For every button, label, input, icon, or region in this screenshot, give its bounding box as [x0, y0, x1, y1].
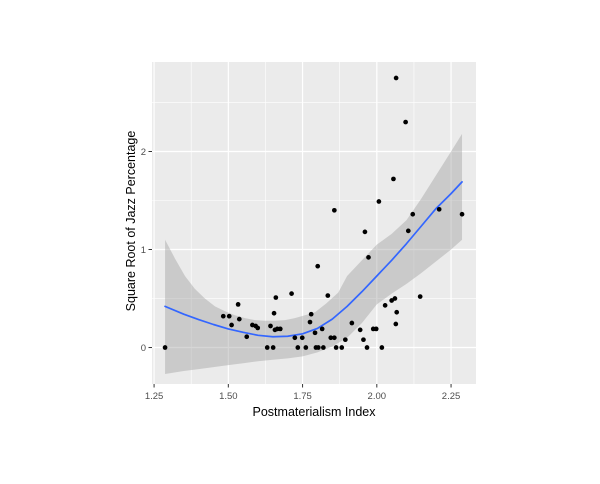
data-point — [362, 229, 368, 235]
data-point — [373, 326, 379, 332]
data-point — [379, 345, 385, 350]
data-point — [382, 303, 388, 308]
data-point — [319, 326, 325, 332]
x-tick-label: 1.75 — [293, 391, 312, 402]
data-point — [303, 345, 309, 350]
data-point — [244, 334, 250, 340]
data-point — [394, 309, 400, 315]
data-point — [417, 294, 423, 299]
data-point — [349, 320, 355, 326]
data-point — [295, 345, 301, 350]
smooth-line — [164, 181, 463, 338]
data-point — [235, 302, 241, 307]
data-point — [459, 211, 465, 217]
data-point — [268, 323, 273, 329]
x-axis-title: Postmaterialism Index — [252, 405, 376, 419]
data-point — [403, 119, 408, 125]
data-point — [299, 335, 305, 341]
data-point — [361, 337, 366, 343]
data-point — [264, 345, 270, 350]
data-point — [366, 255, 371, 260]
data-point — [331, 207, 337, 213]
data-point — [339, 345, 345, 350]
data-point — [315, 345, 321, 350]
data-point — [236, 316, 242, 322]
data-point — [308, 311, 314, 317]
data-point — [271, 310, 277, 316]
data-point — [357, 327, 363, 333]
y-tick-label: 2 — [141, 147, 146, 158]
y-tick-label: 0 — [141, 343, 146, 354]
x-tick-label: 2.25 — [442, 391, 461, 402]
data-point — [436, 206, 442, 212]
data-point — [162, 345, 168, 350]
data-point — [270, 345, 276, 350]
data-point — [312, 330, 318, 336]
data-point — [376, 199, 382, 204]
data-point — [392, 296, 398, 301]
data-point — [273, 295, 279, 300]
x-tick-label: 1.25 — [145, 391, 164, 402]
data-point — [220, 313, 226, 319]
y-axis-title: Square Root of Jazz Percentage — [123, 130, 138, 312]
data-point — [321, 345, 326, 350]
data-point — [315, 263, 321, 269]
data-point — [229, 322, 234, 328]
data-point — [307, 319, 313, 325]
data-point — [328, 335, 334, 341]
data-point — [226, 313, 232, 319]
data-point — [292, 335, 298, 341]
data-point — [342, 337, 348, 343]
data-point — [391, 176, 396, 182]
data-point — [325, 293, 331, 298]
data-point — [364, 345, 370, 350]
confidence-ribbon — [165, 133, 463, 375]
data-point — [255, 325, 261, 331]
x-tick-label: 2.00 — [368, 391, 387, 402]
y-tick-label: 1 — [141, 245, 146, 256]
data-point — [333, 345, 339, 350]
x-tick-label: 1.50 — [219, 391, 238, 402]
data-point — [393, 75, 399, 81]
data-point — [331, 335, 337, 341]
data-point — [405, 228, 411, 234]
data-point — [393, 321, 399, 327]
data-point — [410, 211, 416, 217]
data-point — [289, 291, 294, 296]
data-point — [277, 326, 283, 332]
